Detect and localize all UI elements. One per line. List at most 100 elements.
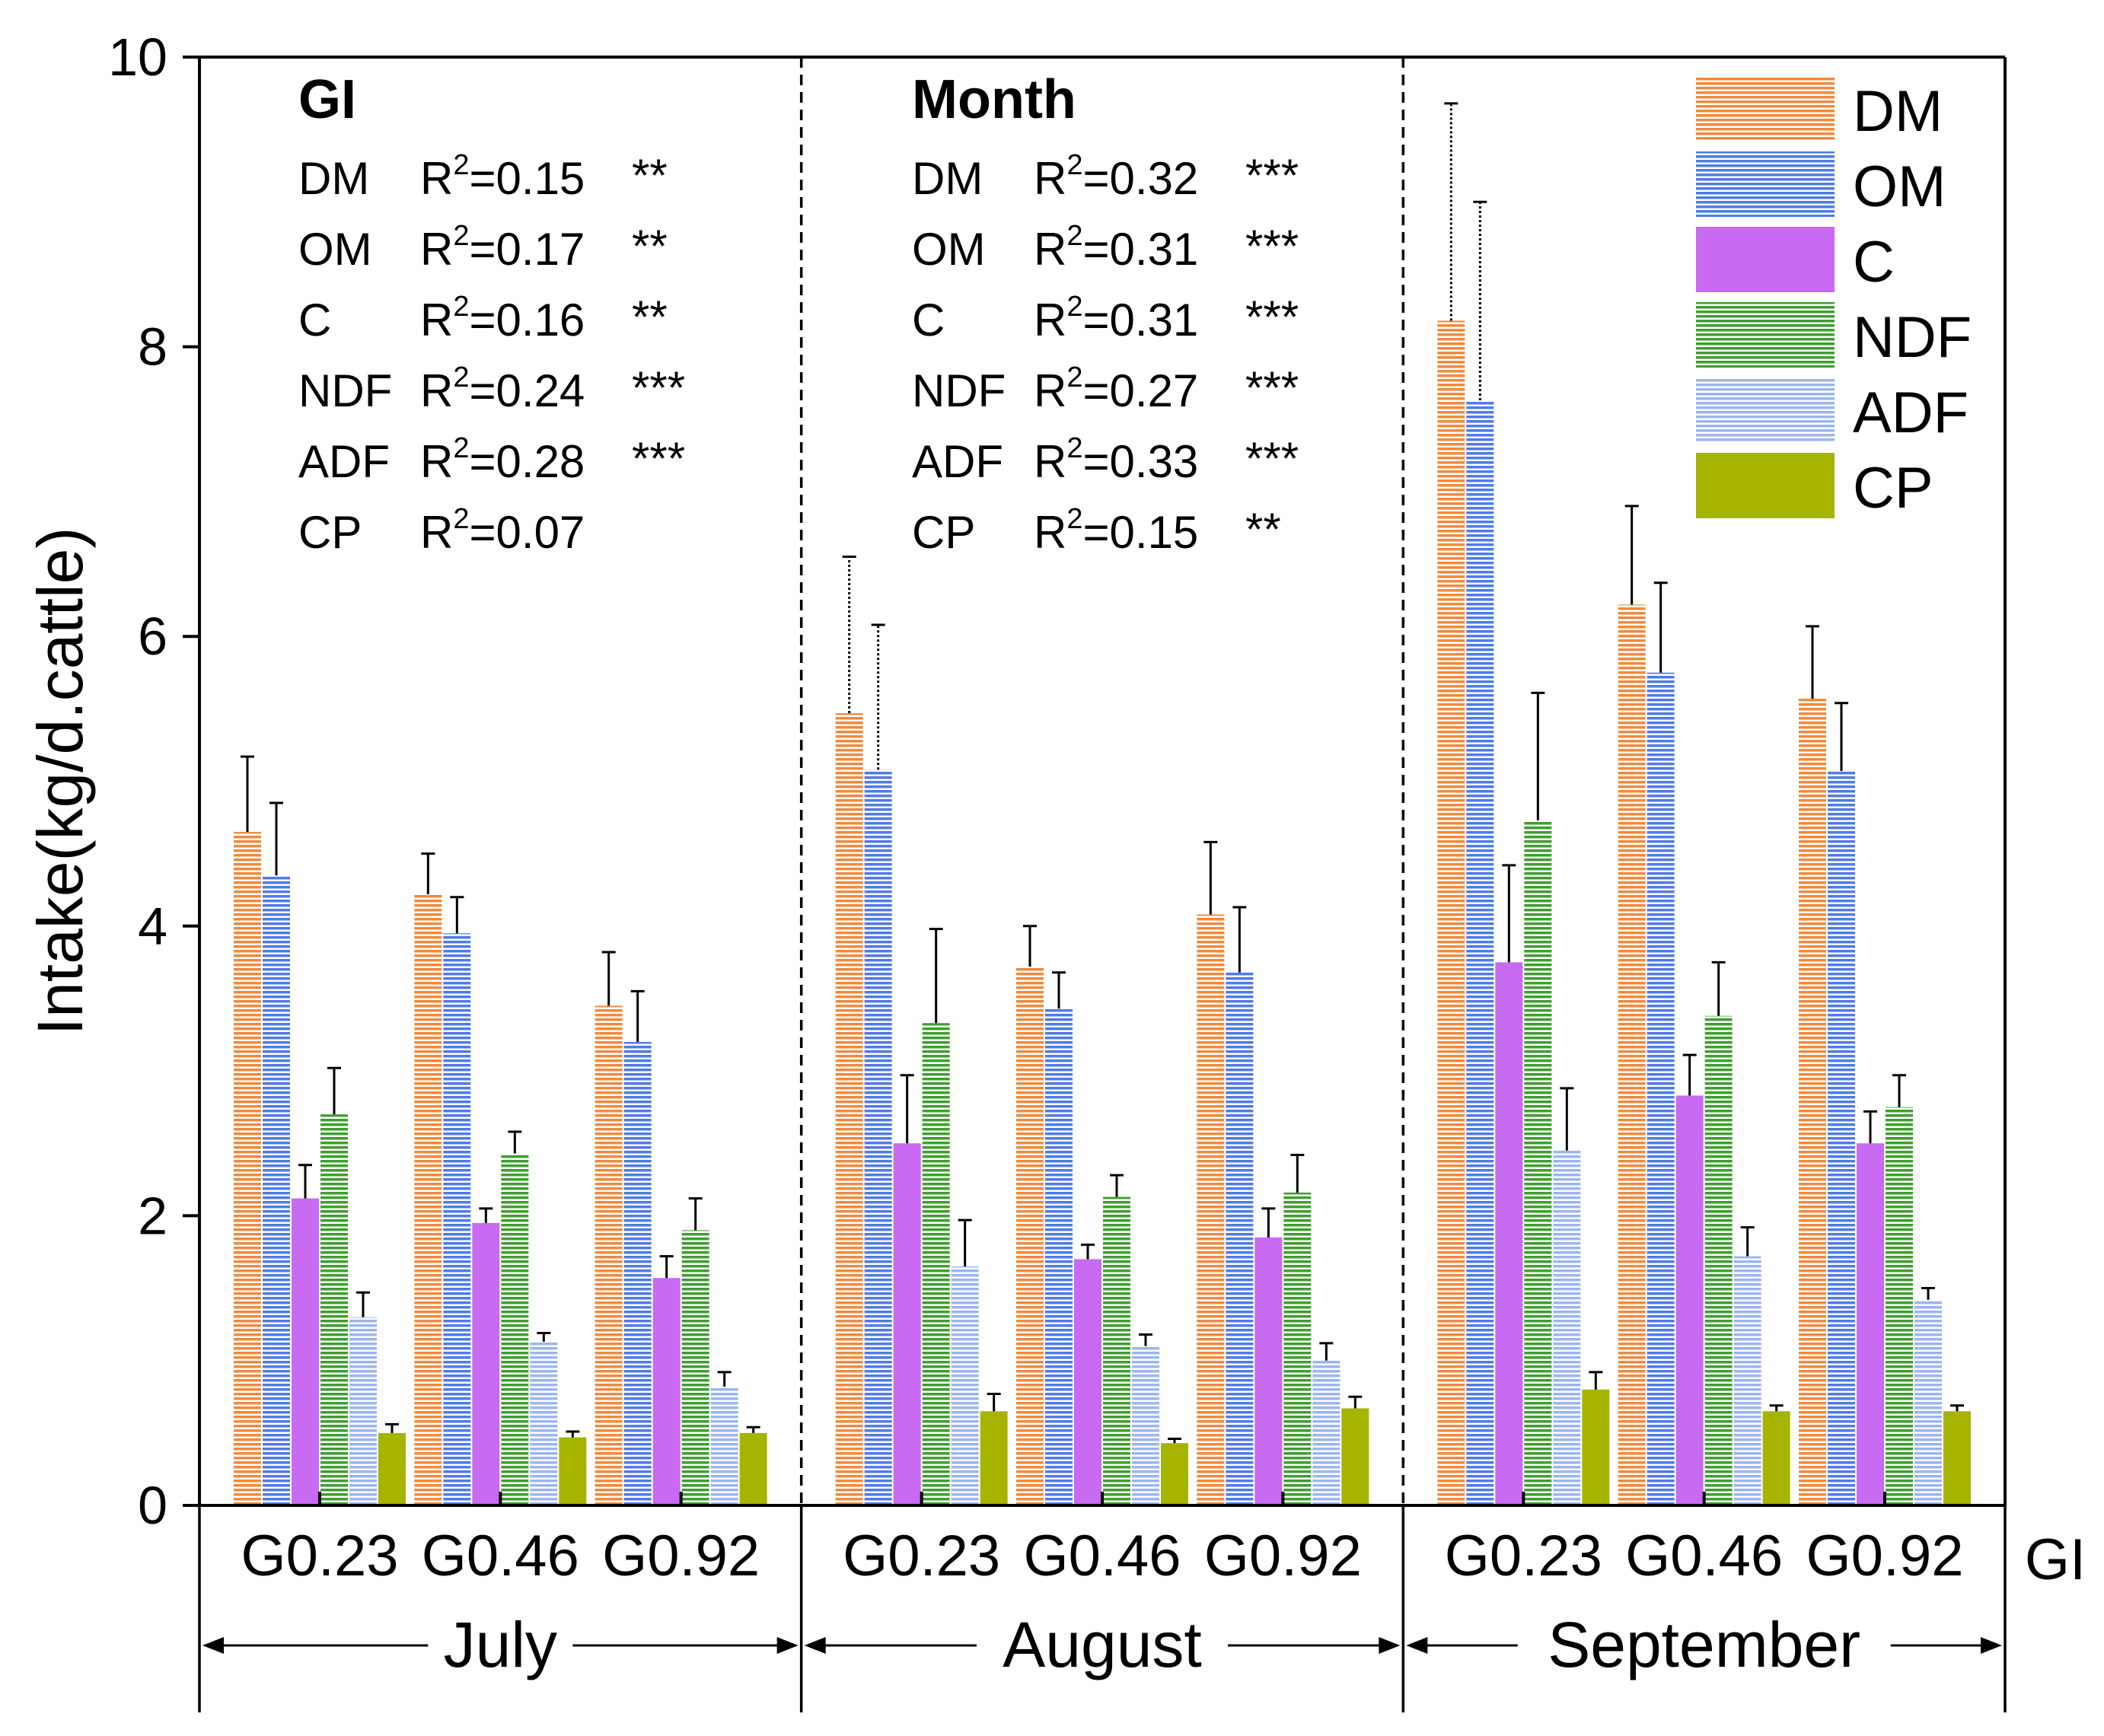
bar-cp-september-g0.46 <box>1762 1411 1790 1505</box>
y-tick-label: 4 <box>138 897 167 956</box>
bar-om-august-g0.46 <box>1045 1008 1073 1505</box>
annotation-r2: R2=0.16 <box>420 291 585 346</box>
bar-c-september-g0.23 <box>1495 962 1523 1505</box>
legend-swatch-om <box>1696 151 1835 217</box>
annotation-r2: R2=0.28 <box>420 432 585 487</box>
bar-om-september-g0.46 <box>1647 672 1675 1505</box>
bar-om-september-g0.23 <box>1466 400 1494 1505</box>
arrow-head <box>1981 1637 2002 1654</box>
annotation-variable: CP <box>298 507 362 558</box>
arrow-head <box>202 1637 224 1654</box>
bar-om-august-g0.23 <box>864 769 892 1505</box>
legend-swatch-c <box>1696 227 1835 292</box>
annotation-variable: NDF <box>298 365 392 416</box>
bar-cp-july-g0.92 <box>739 1432 767 1505</box>
plot-frame <box>183 56 2007 1712</box>
bar-om-july-g0.46 <box>443 933 471 1505</box>
labels-layer: 0 2 4 6 8 10 Intake(kg/d.cattle) G0.23 G0.46 G0.9… <box>24 27 2086 1680</box>
bar-cp-july-g0.46 <box>559 1437 587 1505</box>
annotation-significance: *** <box>1245 433 1299 484</box>
bar-c-september-g0.92 <box>1857 1143 1884 1505</box>
annotation-variable: ADF <box>912 436 1003 487</box>
annotation-variable: DM <box>298 153 369 204</box>
bar-ndf-august-g0.92 <box>1283 1192 1312 1505</box>
annotation-significance: *** <box>1245 362 1299 413</box>
legend-label-om: OM <box>1853 154 1946 219</box>
annotation-variable: C <box>912 295 945 346</box>
annotation-r2: R2=0.15 <box>420 149 585 204</box>
bar-c-august-g0.23 <box>893 1143 921 1505</box>
month-label-august: August <box>1003 1609 1202 1680</box>
bar-c-september-g0.46 <box>1675 1095 1704 1505</box>
y-tick-label: 8 <box>138 317 167 377</box>
legend-swatch-dm <box>1696 76 1835 142</box>
bar-dm-september-g0.92 <box>1799 699 1826 1505</box>
bar-om-september-g0.92 <box>1828 771 1855 1505</box>
bar-om-july-g0.92 <box>623 1042 652 1505</box>
annotation-title-gi: GI <box>298 69 356 130</box>
annotation-variable: OM <box>912 224 986 275</box>
bar-adf-july-g0.92 <box>710 1386 738 1505</box>
bar-dm-july-g0.23 <box>234 832 261 1505</box>
bar-adf-september-g0.23 <box>1553 1150 1581 1505</box>
y-tick-label: 6 <box>138 607 167 666</box>
bar-dm-july-g0.46 <box>414 893 442 1505</box>
annotation-r2: R2=0.07 <box>420 503 585 558</box>
bar-c-july-g0.23 <box>292 1198 319 1505</box>
bar-adf-august-g0.92 <box>1312 1360 1341 1505</box>
arrow-head <box>804 1637 826 1654</box>
annotation-significance: ** <box>1245 504 1281 555</box>
bar-adf-july-g0.23 <box>349 1317 377 1505</box>
bar-cp-august-g0.46 <box>1161 1443 1188 1505</box>
legend-swatch-ndf <box>1696 302 1835 368</box>
legend-label-dm: DM <box>1853 79 1943 144</box>
bar-c-july-g0.92 <box>652 1278 681 1505</box>
bars-layer <box>234 102 1971 1506</box>
bar-dm-august-g0.23 <box>835 713 863 1505</box>
annotation-significance: *** <box>1245 150 1299 201</box>
legend-label-ndf: NDF <box>1853 305 1972 370</box>
bar-cp-september-g0.92 <box>1943 1411 1971 1505</box>
annotation-r2: R2=0.24 <box>420 362 585 416</box>
x-tick-label: G0.46 <box>1625 1524 1783 1588</box>
bar-c-august-g0.46 <box>1074 1259 1101 1505</box>
x-tick-label: G0.92 <box>1806 1524 1963 1588</box>
bar-cp-september-g0.23 <box>1582 1389 1610 1505</box>
bar-ndf-july-g0.92 <box>681 1230 709 1505</box>
x-tick-label: G0.46 <box>422 1524 579 1588</box>
bar-dm-august-g0.46 <box>1016 967 1044 1505</box>
annotation-variable: CP <box>912 507 975 558</box>
bar-c-august-g0.92 <box>1254 1237 1283 1505</box>
annotation-significance: *** <box>1245 291 1299 342</box>
arrow-head <box>1406 1637 1428 1654</box>
bar-dm-july-g0.92 <box>595 1005 623 1505</box>
month-label-september: September <box>1548 1609 1860 1680</box>
annotation-r2: R2=0.31 <box>1034 220 1198 275</box>
annotation-r2: R2=0.33 <box>1034 432 1198 487</box>
legend-swatch-adf <box>1696 377 1835 443</box>
bar-ndf-september-g0.92 <box>1886 1107 1913 1505</box>
y-tick-label: 10 <box>108 27 167 87</box>
y-axis-label: Intake(kg/d.cattle) <box>24 527 96 1036</box>
annotation-variable: NDF <box>912 365 1006 416</box>
bar-c-july-g0.46 <box>472 1222 500 1505</box>
bar-ndf-september-g0.23 <box>1524 820 1552 1505</box>
bar-adf-september-g0.46 <box>1733 1256 1761 1505</box>
bar-om-july-g0.23 <box>263 875 290 1505</box>
annotation-variable: DM <box>912 153 983 204</box>
annotation-r2: R2=0.15 <box>1034 503 1198 558</box>
bar-adf-august-g0.46 <box>1132 1346 1159 1505</box>
annotation-variable: ADF <box>298 436 390 487</box>
y-tick-label: 2 <box>138 1186 167 1245</box>
bar-cp-august-g0.92 <box>1341 1408 1369 1505</box>
annotation-variable: OM <box>298 224 372 275</box>
annotation-r2: R2=0.32 <box>1034 149 1198 204</box>
month-label-july: July <box>444 1609 557 1680</box>
annotation-r2: R2=0.27 <box>1034 362 1198 416</box>
legend-swatch-cp <box>1696 453 1835 518</box>
bar-adf-august-g0.23 <box>951 1266 979 1505</box>
annotation-significance: ** <box>632 150 668 201</box>
x-tick-label: G0.23 <box>241 1524 398 1588</box>
bar-cp-july-g0.23 <box>378 1432 406 1505</box>
